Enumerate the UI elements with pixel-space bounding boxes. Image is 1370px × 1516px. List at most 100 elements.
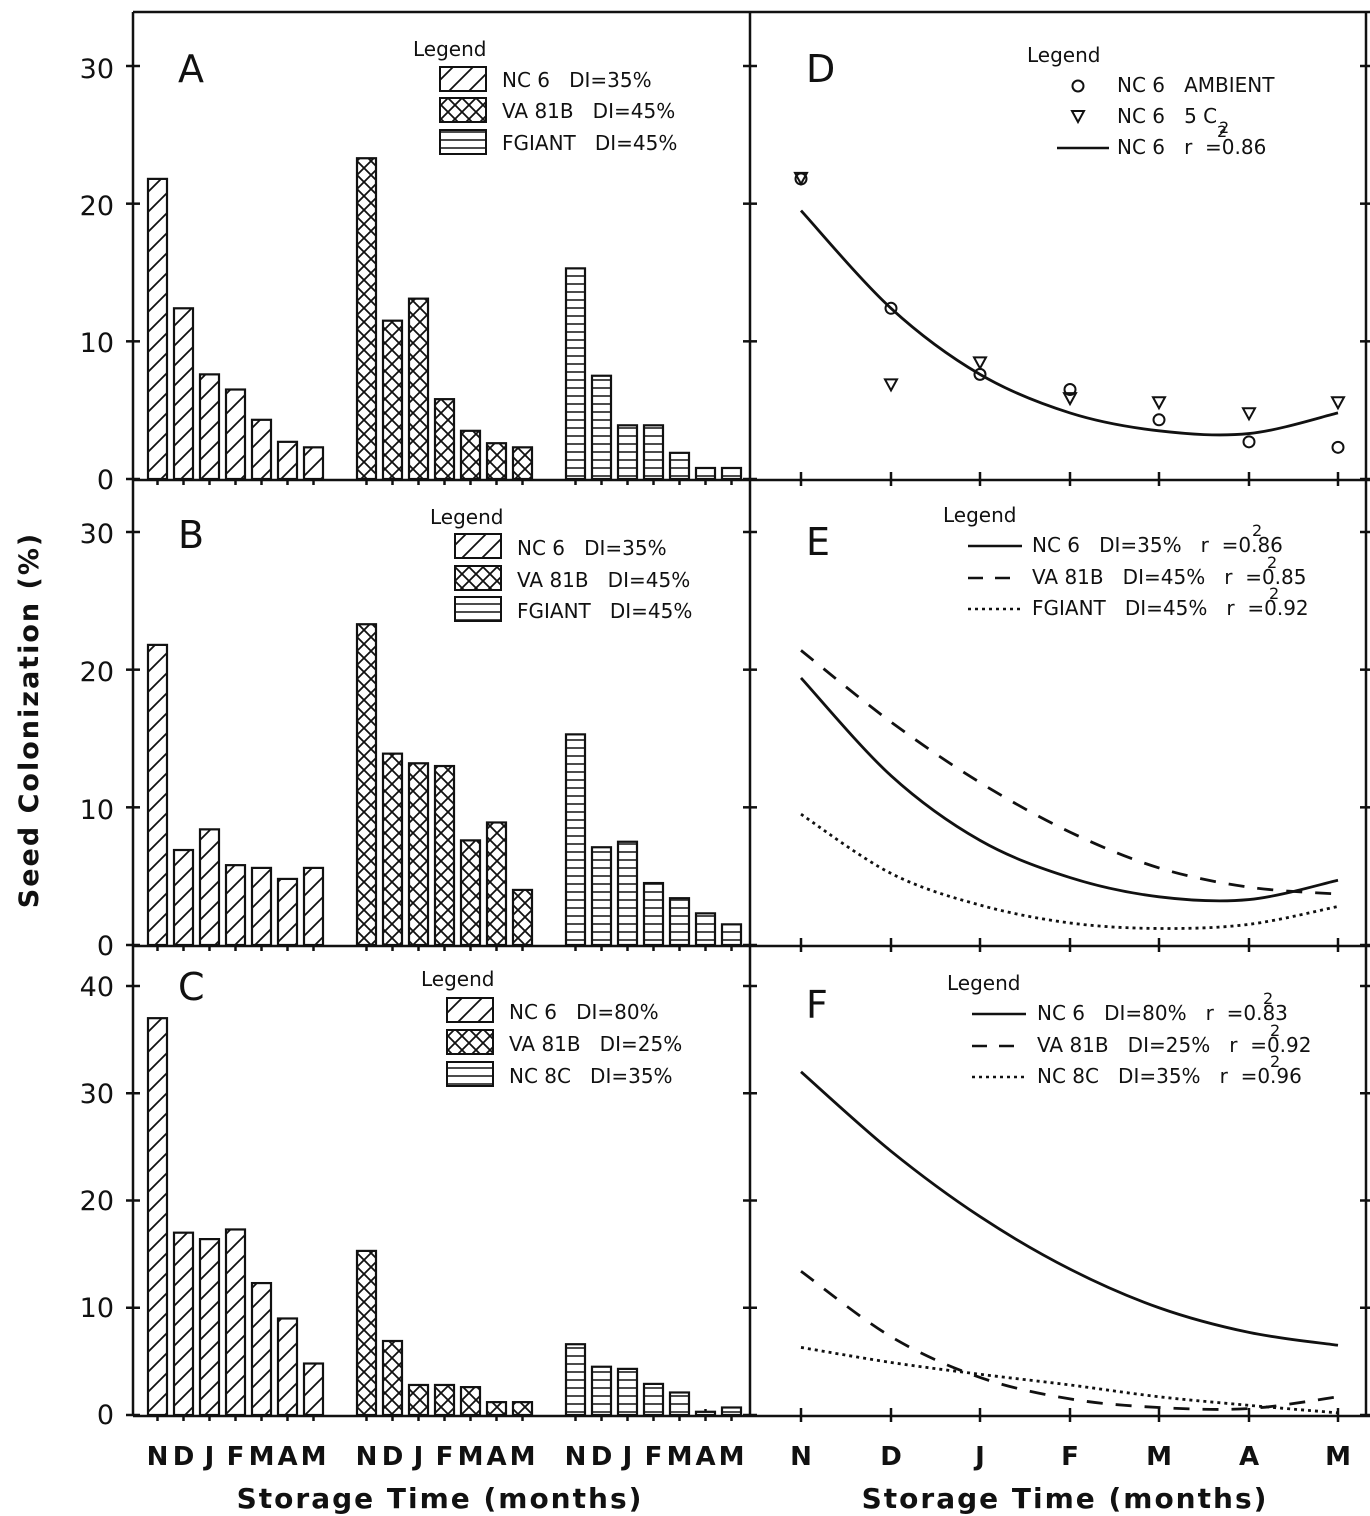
bar-c-crosshatch-1 [355,1249,378,1417]
x-tick-label-right-3: J [973,1442,985,1472]
bar-b-horizontal-3 [616,840,639,947]
bar-a-crosshatch-5 [459,429,482,481]
bars-panel-c [146,1017,743,1417]
legend-label-f-3: NC 8C DI=35% r =0.96 [1037,1064,1302,1088]
x-tick-label-right-5: M [1146,1442,1172,1472]
tick-label-c-20: 20 [80,1186,114,1217]
legend-label-c-2: VA 81B DI=25% [509,1032,682,1056]
x-tick-label-right-2: D [880,1442,902,1472]
bar-a-horizontal-7 [720,466,743,481]
bar-b-horizontal-2 [590,846,613,947]
legend-label-a-3: FGIANT DI=45% [502,131,677,155]
x-tick-label-group2-3: J [412,1442,424,1472]
point-d-cold-7 [1330,396,1346,411]
legend-label-f-1: NC 6 DI=80% r =0.83 [1037,1001,1288,1025]
tick-label-a-20: 20 [80,191,114,222]
line-f-dashed [800,1270,1339,1411]
legend-label-a-2: VA 81B DI=45% [502,99,675,123]
bar-c-horizontal-7 [720,1406,743,1417]
panel-a-y-tick-labels: 30 20 10 0 [80,54,114,496]
legend-sup-e-3: 2 [1269,584,1279,603]
x-tick-label-group2-2: D [382,1442,404,1472]
legend-panel-a: Legend NC 6 DI=35% VA 81B DI=45% FGIANT … [413,37,677,155]
bar-b-crosshatch-3 [407,762,430,947]
legend-sup-f-1: 2 [1263,989,1273,1008]
legend-label-b-2: VA 81B DI=45% [517,568,690,592]
bar-c-diagonal-6 [276,1317,299,1417]
bar-a-crosshatch-1 [355,157,378,481]
bar-a-diagonal-7 [302,446,325,481]
bar-c-crosshatch-6 [485,1401,508,1417]
bar-c-crosshatch-2 [381,1339,404,1417]
panel-letters: A B C D E F [178,47,835,1027]
legend-swatch-b-crosshatch [454,565,502,591]
bar-a-diagonal-5 [250,418,273,481]
legend-swatch-c-diagonal [446,997,494,1023]
bar-a-diagonal-6 [276,440,299,481]
bar-b-crosshatch-2 [381,752,404,947]
bar-a-crosshatch-2 [381,319,404,481]
tick-label-c-30: 30 [80,1079,114,1110]
legend-panel-d: Legend NC 6 AMBIENT NC 6 5 C 2 NC 6 r =0… [1027,43,1275,159]
legend-title-c: Legend [421,967,494,991]
x-axis-title-left: Storage Time (months) [237,1482,644,1515]
legend-label-e-2: VA 81B DI=45% r =0.85 [1032,565,1307,589]
bar-b-diagonal-7 [302,866,325,947]
bar-b-diagonal-4 [224,864,247,947]
x-tick-label-group2-5: M [458,1442,484,1472]
bar-b-horizontal-4 [642,881,665,947]
legend-marker-circle [1071,79,1085,93]
x-tick-label-group2-4: F [436,1442,454,1472]
x-tick-label-group3-5: M [667,1442,693,1472]
bars-panel-b [146,623,743,947]
bar-a-horizontal-4 [642,424,665,481]
point-d-ambient-2 [884,301,898,315]
bar-b-crosshatch-1 [355,623,378,947]
bar-a-diagonal-1 [146,177,169,481]
bar-b-diagonal-2 [172,848,195,947]
bar-b-diagonal-3 [198,828,221,947]
panel-letter-c: C [178,965,205,1009]
point-d-cold-6 [1241,407,1257,422]
x-tick-label-group3-3: J [621,1442,633,1472]
legend-label-d-cold: NC 6 5 C [1117,104,1217,128]
bar-a-diagonal-2 [172,307,195,481]
bar-c-horizontal-5 [668,1391,691,1417]
legend-panel-e: Legend NC 6 DI=35% r =0.86 2 VA 81B DI=4… [943,503,1309,620]
point-d-cold-2 [883,378,899,393]
x-tick-label-group3-2: D [591,1442,613,1472]
x-tick-label-group1-4: F [227,1442,245,1472]
bar-b-crosshatch-5 [459,839,482,947]
bar-a-horizontal-6 [694,466,717,481]
x-tick-label-group3-7: M [719,1442,745,1472]
x-tick-label-right-7: M [1325,1442,1351,1472]
legend-swatch-a-crosshatch [439,97,487,123]
tick-label-a-10: 10 [80,328,114,359]
bar-b-horizontal-5 [668,897,691,947]
legend-swatch-a-horizontal [439,129,487,155]
x-axis-title-right: Storage Time (months) [862,1482,1269,1515]
legend-sup-e-1: 2 [1252,521,1262,540]
x-tick-label-group1-7: M [301,1442,327,1472]
point-d-cold-5 [1151,396,1167,411]
y-ticks [126,64,1370,1417]
point-d-cold-3 [972,356,988,371]
bar-c-horizontal-2 [590,1365,613,1417]
legend-swatch-a-diagonal [439,66,487,92]
legend-label-e-3: FGIANT DI=45% r =0.92 [1032,596,1309,620]
tick-label-a-0: 0 [97,465,114,496]
legend-swatch-c-horizontal [446,1061,494,1087]
bar-c-diagonal-7 [302,1362,325,1417]
bar-b-crosshatch-7 [511,888,534,947]
x-tick-label-group1-3: J [203,1442,215,1472]
tick-label-b-10: 10 [80,795,114,826]
bar-b-diagonal-6 [276,877,299,947]
x-tick-label-group2-1: N [356,1442,378,1472]
line-f-solid [800,1070,1339,1347]
series-panel-e [799,649,1339,930]
x-tick-label-group1-2: D [173,1442,195,1472]
x-tick-label-group1-1: N [147,1442,169,1472]
bar-c-diagonal-3 [198,1238,221,1417]
